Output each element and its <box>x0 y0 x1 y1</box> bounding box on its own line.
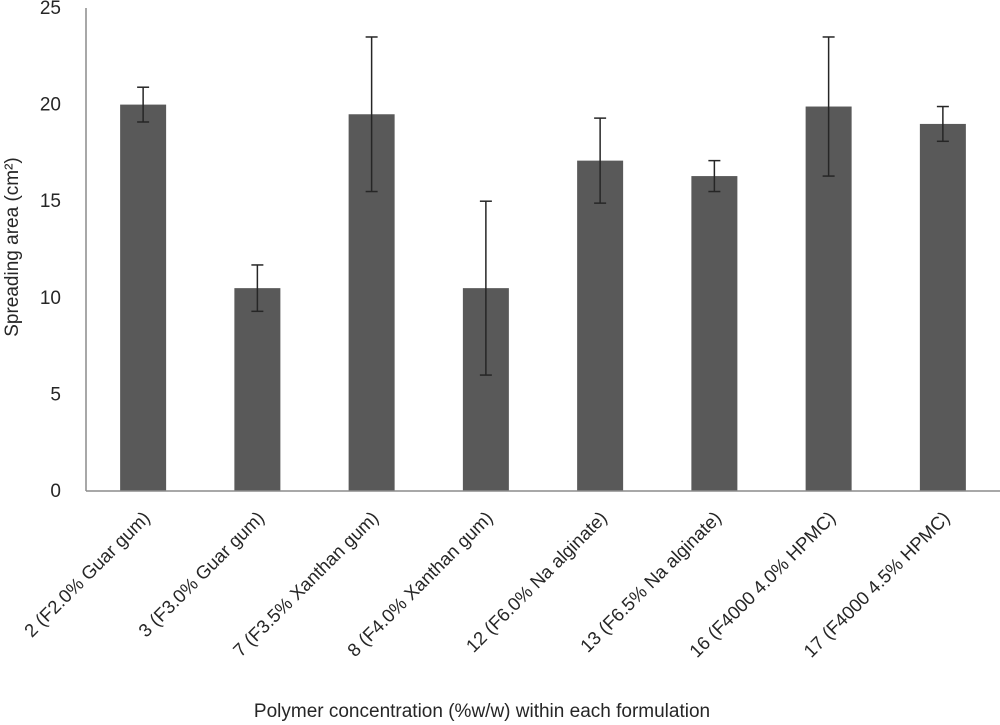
error-bar <box>479 200 492 376</box>
error-bar <box>251 264 264 313</box>
bar <box>120 104 167 491</box>
y-axis-title: Spreading area (cm²) <box>2 157 23 337</box>
y-tick-label: 10 <box>40 288 61 309</box>
error-bar <box>137 86 150 123</box>
y-tick-label: 15 <box>40 191 61 212</box>
y-tick-labels: 0 5 10 15 20 25 <box>40 0 61 502</box>
y-tick-label: 5 <box>50 384 61 405</box>
bars-group <box>120 104 966 492</box>
y-tick-label: 20 <box>40 95 61 116</box>
error-bar <box>822 36 835 177</box>
bar <box>919 123 966 492</box>
error-bar <box>708 159 721 193</box>
errorbars-group <box>137 36 949 376</box>
bar <box>577 160 624 492</box>
error-bar <box>936 105 949 143</box>
x-tick-label: 2 (F2.0% Guar gum) <box>20 507 154 641</box>
axes-group <box>85 8 1000 492</box>
x-axis-title: Polymer concentration (%w/w) within each… <box>254 701 710 722</box>
y-tick-label: 0 <box>50 481 61 502</box>
bar <box>691 176 738 492</box>
y-tick-label: 25 <box>40 0 61 19</box>
x-tick-label: 3 (F3.0% Guar gum) <box>134 507 268 641</box>
x-category-labels: 2 (F2.0% Guar gum)3 (F3.0% Guar gum)7 (F… <box>20 507 954 661</box>
bar <box>234 288 281 491</box>
error-bar <box>594 117 607 204</box>
error-bar <box>365 36 378 193</box>
